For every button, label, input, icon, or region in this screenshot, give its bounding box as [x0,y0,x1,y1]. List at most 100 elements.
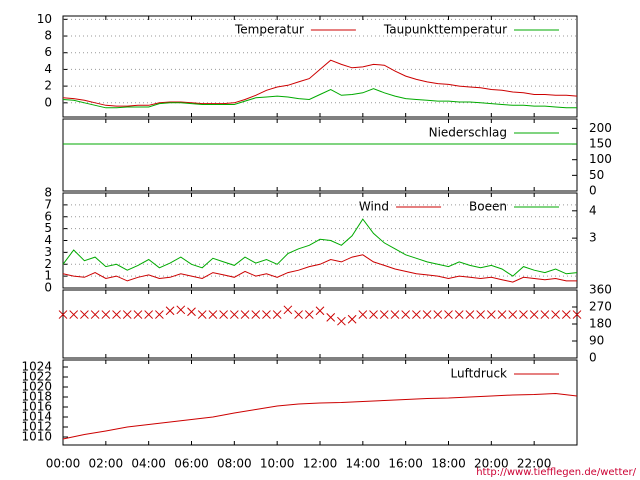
point [476,310,485,319]
point [540,310,550,319]
y-tick-label: 7 [44,197,52,211]
x-tick-label: 00:00 [46,457,81,471]
x-tick-label: 06:00 [174,457,209,471]
point [412,310,421,319]
y2-tick-label: 100 [589,152,612,166]
x-tick-label: 18:00 [431,457,466,471]
point [90,310,100,319]
y-tick-label: 8 [44,186,52,200]
x-tick-label: 10:00 [260,457,295,471]
y-tick-label: 1020 [21,380,52,394]
point [240,310,250,319]
y2-tick-label: 90 [589,334,604,348]
point [422,310,432,319]
series-line [62,218,578,277]
y-tick-label: 10 [37,12,52,26]
point [112,310,121,319]
x-tick-label: 04:00 [131,457,166,471]
y-tick-label: 0 [44,281,52,295]
y-tick-label: 6 [44,209,52,223]
point [561,310,571,319]
series-line [62,59,578,107]
point [519,310,528,319]
point [497,310,507,319]
point [390,310,400,319]
point [529,310,539,319]
x-tick-label: 14:00 [346,457,381,471]
point [165,306,175,316]
point [454,310,464,319]
y2-tick-label: 180 [589,317,612,331]
y-tick-label: 1024 [21,360,52,374]
y-tick-label: 1014 [21,410,52,424]
y-tick-label: 6 [44,45,52,59]
plot-frame [62,15,578,118]
point [155,310,164,319]
legend-label: Luftdruck [450,367,507,381]
legend-label: Taupunkttemperatur [383,23,507,37]
point [358,310,368,319]
point [401,310,411,319]
point [197,310,207,319]
point [347,314,357,324]
point [379,310,389,319]
x-tick-label: 20:00 [474,457,509,471]
x-tick-label: 22:00 [517,457,552,471]
y2-tick-label: 270 [589,300,612,314]
y-tick-label: 1 [44,269,52,283]
point [294,310,303,319]
y2-tick-label: 150 [589,137,612,151]
point [508,310,518,319]
x-tick-label: 16:00 [388,457,423,471]
y-tick-label: 5 [44,221,52,235]
point [122,310,132,319]
plot-frame [62,118,578,192]
point [444,310,453,319]
point [326,313,336,322]
legend-label: Temperatur [234,23,304,37]
point [144,310,154,319]
point [262,310,271,319]
point [315,306,325,316]
point [486,310,496,319]
point [208,310,218,319]
plot-frame [62,192,578,289]
y2-tick-label: 0 [589,351,597,365]
point [219,310,228,319]
y-tick-label: 1010 [21,430,52,444]
point [229,310,239,319]
legend-label: Niederschlag [429,126,507,140]
point [69,310,79,319]
series-line [62,254,577,283]
y-tick-label: 2 [44,79,52,93]
point [433,310,443,319]
point [304,310,314,319]
y-tick-label: 1022 [21,370,52,384]
point [133,310,143,319]
y-tick-label: 3 [44,245,52,259]
y-tick-label: 1016 [21,400,52,414]
point [551,310,560,319]
y-tick-label: 4 [44,233,52,247]
y-tick-label: 1018 [21,390,52,404]
x-tick-label: 08:00 [217,457,252,471]
y2-tick-label: 360 [589,283,612,297]
y2-tick-label: 0 [589,184,597,198]
series-line [62,88,577,109]
y-tick-label: 8 [44,29,52,43]
point [80,310,89,319]
y-tick-label: 4 [44,62,52,76]
y-tick-label: 1012 [21,420,52,434]
point [337,316,346,326]
point [101,310,111,319]
point [187,307,196,317]
y2-tick-label: 4 [589,203,597,217]
point [176,305,186,315]
point [251,310,261,319]
point [572,310,582,319]
y2-tick-label: 3 [589,231,597,245]
x-tick-label: 02:00 [89,457,124,471]
y-tick-label: 0 [44,95,52,109]
point [58,310,68,319]
